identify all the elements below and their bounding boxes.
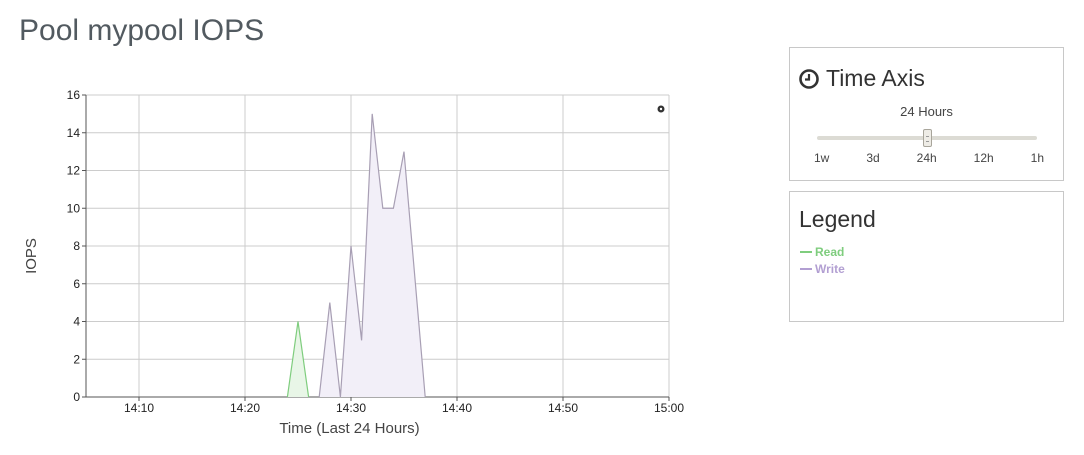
tick-1h[interactable]: 1h — [1030, 151, 1044, 165]
y-tick-label: 2 — [73, 352, 80, 366]
line-read — [286, 321, 310, 398]
area-read — [287, 321, 309, 397]
legend-item-read[interactable]: Read — [800, 243, 845, 260]
clock-icon — [799, 68, 819, 89]
legend-swatch-write — [800, 267, 812, 270]
time-axis-panel: Time Axis 24 Hours 1w 3d 24h 12h 1h — [789, 47, 1064, 181]
time-slider-handle[interactable] — [923, 129, 932, 147]
y-tick-label: 0 — [73, 390, 80, 404]
y-tick-label: 4 — [73, 315, 80, 329]
y-tick-label: 6 — [73, 277, 80, 291]
legend-item-write[interactable]: Write — [800, 260, 845, 277]
legend-label-write: Write — [815, 261, 845, 276]
time-range-value: 24 Hours — [900, 104, 953, 119]
hover-marker-center — [659, 107, 663, 111]
x-axis-title: Time (Last 24 Hours) — [279, 420, 419, 437]
y-axis-title: IOPS — [23, 238, 40, 274]
x-tick-label: 14:30 — [336, 401, 366, 415]
legend-label-read: Read — [815, 244, 845, 259]
time-axis-title: Time Axis — [826, 65, 925, 91]
legend-panel: Legend Read Write — [789, 191, 1064, 322]
x-tick-label: 14:40 — [442, 401, 472, 415]
x-tick-label: 14:10 — [124, 401, 154, 415]
tick-24h[interactable]: 24h — [916, 151, 937, 165]
x-tick-label: 15:00 — [654, 401, 684, 415]
y-tick-label: 10 — [67, 201, 81, 215]
tick-12h[interactable]: 12h — [973, 151, 994, 165]
page-title: Pool mypool IOPS — [19, 14, 265, 47]
time-axis-heading: Time Axis — [799, 65, 925, 92]
x-tick-label: 14:50 — [548, 401, 578, 415]
y-tick-label: 16 — [67, 88, 81, 102]
x-tick-label: 14:20 — [230, 401, 260, 415]
tick-3d[interactable]: 3d — [866, 151, 880, 165]
legend-swatch-read — [800, 250, 812, 253]
legend-heading: Legend — [799, 206, 876, 232]
legend-list: Read Write — [800, 243, 845, 277]
y-tick-label: 12 — [67, 164, 81, 178]
y-tick-label: 14 — [67, 126, 81, 140]
time-slider-ticks: 1w 3d 24h 12h 1h — [814, 151, 1044, 165]
y-tick-label: 8 — [73, 239, 80, 253]
iops-chart: 0 2 4 6 8 10 12 14 16 14:10 14:20 14:30 14:40 14:50 15… — [23, 88, 684, 437]
tick-1w[interactable]: 1w — [814, 151, 830, 165]
line-write — [318, 113, 426, 398]
